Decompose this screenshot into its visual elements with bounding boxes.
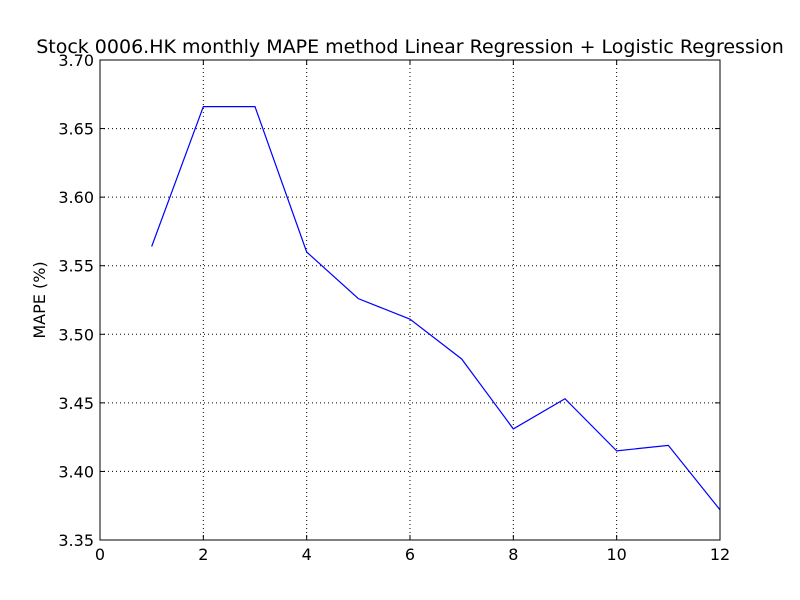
x-tick-label: 4 xyxy=(302,545,312,564)
ticks xyxy=(99,59,721,541)
y-axis-title: MAPE (%) xyxy=(30,261,49,338)
y-tick-label: 3.50 xyxy=(58,325,94,344)
y-tick-label: 3.70 xyxy=(58,51,94,70)
y-tick-label: 3.35 xyxy=(58,531,94,550)
x-tick-label: 2 xyxy=(198,545,208,564)
x-tick-label: 8 xyxy=(508,545,518,564)
series-layer xyxy=(151,106,721,511)
tick-labels: 0 2 4 6 8 10 12 3.35 3.40 3.45 3.50 3.55 3.60 3.65 3.7… xyxy=(58,51,730,564)
x-tick-label: 6 xyxy=(405,545,415,564)
y-tick-label: 3.55 xyxy=(58,257,94,276)
x-tick-label: 12 xyxy=(710,545,730,564)
y-tick-label: 3.45 xyxy=(58,394,94,413)
y-tick-label: 3.65 xyxy=(58,120,94,139)
x-tick-label: 0 xyxy=(95,545,105,564)
y-tick-label: 3.40 xyxy=(58,462,94,481)
chart-title: Stock 0006.HK monthly MAPE method Linear… xyxy=(36,36,784,58)
x-tick-label: 10 xyxy=(606,545,626,564)
series-line xyxy=(151,106,721,511)
y-tick-label: 3.60 xyxy=(58,188,94,207)
